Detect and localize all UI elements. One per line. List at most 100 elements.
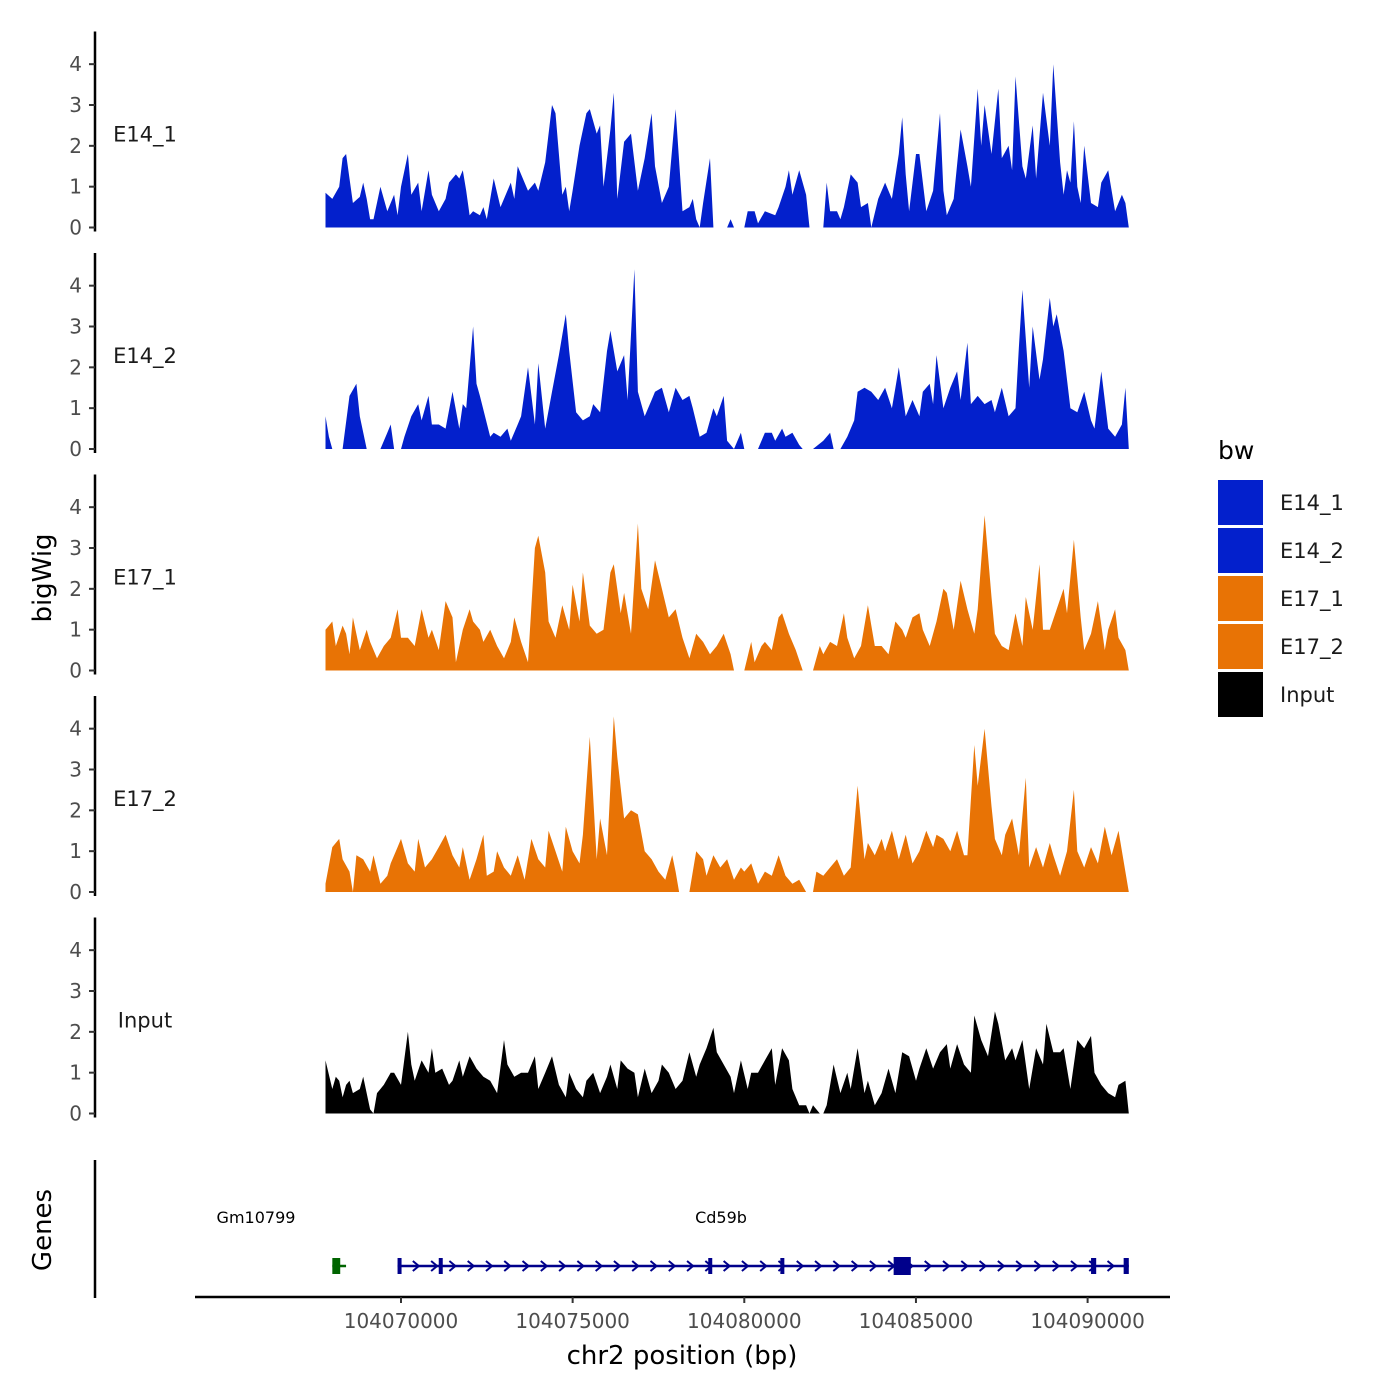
y-tick-label: 4 — [69, 495, 82, 519]
legend-swatch-E14_2 — [1218, 528, 1263, 573]
exon — [438, 1258, 443, 1274]
y-tick-label: 1 — [69, 175, 82, 199]
y-tick-label: 3 — [69, 536, 82, 560]
strand-arrow — [631, 1260, 640, 1272]
y-tick-label: 1 — [69, 1061, 82, 1085]
track-Input: 0 1 2 3 4 Input — [69, 917, 1129, 1126]
exon — [1123, 1258, 1129, 1274]
track-label: E14_2 — [113, 344, 177, 369]
strand-arrow — [412, 1260, 421, 1272]
coverage-area-E17_1 — [325, 515, 1129, 671]
strand-arrow — [978, 1260, 988, 1272]
strand-arrow — [924, 1260, 933, 1272]
x-axis: 104070000 104075000 104080000 104085000 1040… — [195, 1295, 1170, 1333]
track-E17_1: 0 1 2 3 4 E17_1 — [69, 474, 1129, 683]
y-tick-label: 3 — [69, 315, 82, 339]
strand-arrow — [485, 1260, 494, 1272]
gene-label: Gm10799 — [217, 1208, 296, 1227]
legend-swatch-Input — [1218, 672, 1263, 717]
gene-annotation-track: Gm10799 Cd59b — [93, 1160, 1129, 1298]
legend-label: Input — [1280, 683, 1334, 707]
strand-arrow — [722, 1260, 732, 1272]
x-tick-label: 104085000 — [859, 1309, 974, 1333]
coverage-area-E14_2 — [325, 269, 1129, 449]
strand-arrow — [686, 1260, 695, 1272]
y-tick-label: 4 — [69, 938, 82, 962]
coverage-tracks: 0 1 2 3 4 E14_1 0 1 2 3 4 E14_2 0 1 2 3 4 E17_1 0 1 2 3 4 E17_2… — [69, 31, 1129, 1126]
coverage-area-Input — [325, 1011, 1129, 1114]
exon — [780, 1258, 785, 1274]
track-E14_2: 0 1 2 3 4 E14_2 — [69, 253, 1129, 461]
y-tick-label: 0 — [69, 437, 82, 461]
strand-arrow — [558, 1260, 567, 1272]
strand-arrow — [503, 1260, 512, 1272]
strand-arrow — [1070, 1260, 1079, 1272]
strand-arrow — [1106, 1260, 1116, 1272]
gene-Cd59b: Cd59b — [397, 1208, 1129, 1275]
legend-swatch-E17_2 — [1218, 624, 1263, 669]
exon — [332, 1258, 341, 1274]
x-axis-title: chr2 position (bp) — [567, 1341, 798, 1371]
track-label: E17_1 — [113, 566, 177, 591]
track-label: Input — [118, 1009, 172, 1033]
y-tick-label: 4 — [69, 52, 82, 76]
legend-title: bw — [1218, 436, 1254, 465]
strand-arrow — [613, 1260, 622, 1272]
exon — [893, 1257, 911, 1275]
y-tick-label: 3 — [69, 93, 82, 117]
y-tick-label: 2 — [69, 355, 82, 379]
strand-arrow — [668, 1260, 677, 1272]
strand-arrow — [448, 1260, 457, 1272]
strand-arrow — [595, 1260, 604, 1272]
exon — [397, 1258, 402, 1274]
legend-label: E17_1 — [1280, 587, 1344, 612]
y-tick-label: 0 — [69, 659, 82, 683]
y-tick-label: 0 — [69, 1102, 82, 1126]
strand-arrow — [1015, 1260, 1024, 1272]
x-tick-label: 104070000 — [344, 1309, 459, 1333]
strand-arrow — [759, 1260, 768, 1272]
legend-swatch-E17_1 — [1218, 576, 1263, 621]
gene-label: Cd59b — [695, 1208, 747, 1227]
y-tick-label: 4 — [69, 274, 82, 298]
y-tick-label: 1 — [69, 396, 82, 420]
y-tick-label: 0 — [69, 880, 82, 904]
strand-arrow — [430, 1260, 439, 1272]
y-axis-title: bigWig — [28, 533, 58, 622]
coverage-area-E14_1 — [325, 64, 1129, 228]
track-E17_2: 0 1 2 3 4 E17_2 — [69, 696, 1129, 904]
strand-arrow — [741, 1260, 750, 1272]
strand-arrow — [850, 1260, 860, 1272]
strand-arrow — [869, 1260, 878, 1272]
strand-arrow — [576, 1260, 585, 1272]
y-tick-label: 1 — [69, 618, 82, 642]
x-tick-label: 104080000 — [687, 1309, 802, 1333]
strand-arrow — [832, 1260, 841, 1272]
strand-arrow — [942, 1260, 951, 1272]
y-tick-label: 2 — [69, 134, 82, 158]
strand-arrow — [521, 1260, 531, 1272]
gene-Gm10799: Gm10799 — [217, 1208, 347, 1274]
legend-label: E14_2 — [1280, 539, 1344, 564]
y-tick-label: 3 — [69, 979, 82, 1003]
legend-label: E14_1 — [1280, 491, 1344, 516]
coverage-area-E17_2 — [325, 716, 1129, 892]
y-tick-label: 2 — [69, 1020, 82, 1044]
gene-panel-title: Genes — [28, 1189, 58, 1271]
strand-arrow — [540, 1260, 549, 1272]
strand-arrow — [960, 1260, 969, 1272]
y-tick-label: 2 — [69, 577, 82, 601]
x-tick-label: 104090000 — [1030, 1309, 1145, 1333]
strand-arrow — [814, 1260, 823, 1272]
strand-arrow — [796, 1260, 805, 1272]
strand-arrow — [1033, 1260, 1042, 1272]
x-tick-label: 104075000 — [515, 1309, 630, 1333]
strand-arrow — [467, 1260, 476, 1272]
exon — [1091, 1258, 1097, 1274]
strand-arrow — [1052, 1260, 1061, 1272]
y-tick-label: 2 — [69, 798, 82, 822]
exon — [708, 1258, 713, 1274]
legend-label: E17_2 — [1280, 635, 1344, 660]
y-tick-label: 4 — [69, 717, 82, 741]
